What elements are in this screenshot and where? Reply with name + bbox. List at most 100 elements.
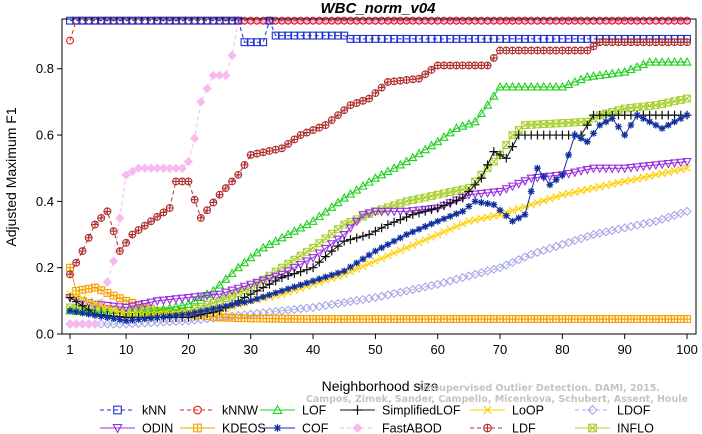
cof-point <box>91 311 99 319</box>
odin-point <box>408 207 418 216</box>
lof-point <box>258 242 268 252</box>
ldf-point <box>589 42 598 51</box>
simplifiedlof-point <box>439 201 449 210</box>
ldf-point <box>390 77 399 86</box>
ldf-point <box>471 61 480 70</box>
ldof-point <box>501 260 511 270</box>
odin-point <box>651 161 661 171</box>
knnw-point <box>514 16 523 25</box>
x-tick-label: 1 <box>66 342 73 357</box>
ldf-point <box>651 38 660 47</box>
ldf-point <box>209 198 218 207</box>
lof-point <box>563 79 574 89</box>
legend-label: KDEOS <box>222 422 266 434</box>
ldf-point <box>352 99 361 107</box>
cof-point <box>633 111 641 119</box>
knn-point <box>539 34 548 43</box>
loop-point <box>670 167 679 175</box>
knnw-point <box>396 16 405 25</box>
ldf-point <box>514 46 523 55</box>
knn-point <box>421 34 430 43</box>
lof-point <box>389 163 399 172</box>
odin-point <box>146 298 156 308</box>
knn-point <box>140 16 149 25</box>
lof-point <box>545 81 555 91</box>
lof-point <box>644 56 655 66</box>
legend-marker <box>113 405 122 415</box>
loop-point <box>589 184 598 192</box>
cof-point <box>315 275 323 283</box>
lof-point <box>576 74 586 84</box>
knn-point <box>552 34 561 43</box>
cof-point <box>477 199 485 206</box>
knnw-point <box>315 16 324 25</box>
knn-point <box>184 16 193 25</box>
knnw-point <box>390 16 399 25</box>
ldof-point <box>115 319 125 329</box>
odin-point <box>351 217 362 227</box>
knnw-point <box>658 16 667 25</box>
loop-point <box>91 299 99 307</box>
ldf-point <box>626 38 635 47</box>
legend: kNN kNNW LOF SimplifiedLOF LoOP LDOF ODIN KDEOS… <box>100 404 654 434</box>
cof-point <box>191 309 199 317</box>
loop-point <box>564 189 573 198</box>
legend-marker <box>483 423 492 433</box>
ldf-point <box>221 184 230 192</box>
x-tick-label: 30 <box>244 342 258 357</box>
cof-point <box>347 263 354 271</box>
y-axis: 0.0 0.2 0.4 0.6 0.8 <box>36 61 62 342</box>
legend-marker <box>273 424 282 432</box>
odin-point <box>632 163 642 173</box>
lof-point <box>264 239 275 249</box>
lof-point <box>295 222 306 232</box>
inflo-point <box>514 126 523 135</box>
ldf-point <box>265 147 274 155</box>
odin-point <box>595 164 605 174</box>
simplifiedlof-point <box>489 147 499 157</box>
ldf-point <box>66 270 74 279</box>
odin-point <box>507 182 518 192</box>
simplifiedlof-point <box>358 231 368 241</box>
knnw-point <box>277 16 286 25</box>
ldf-point <box>664 38 673 47</box>
knnw-point <box>545 16 554 25</box>
ldf-point <box>458 61 467 70</box>
knn-point <box>558 34 567 43</box>
ldf-point <box>327 116 336 124</box>
cof-point <box>290 283 298 291</box>
fastabod-point <box>152 163 162 173</box>
cof-point <box>259 293 267 301</box>
cof-point <box>322 273 329 281</box>
lof-point <box>314 211 325 221</box>
simplifiedlof-point <box>277 273 287 283</box>
odin-point <box>470 190 480 200</box>
loop-point <box>489 212 498 220</box>
cof-point <box>453 210 460 218</box>
knn-point <box>483 34 492 43</box>
knn-point <box>545 34 554 43</box>
lof-point <box>476 108 487 118</box>
ldf-point <box>302 128 311 137</box>
ldf-point <box>190 195 199 204</box>
knnw-point <box>321 16 330 25</box>
odin-point <box>526 174 536 184</box>
lof-point <box>158 304 169 314</box>
knnw-point <box>583 16 592 25</box>
kdeos-point <box>78 285 87 294</box>
knn-point <box>115 16 124 25</box>
simplifiedlof-point <box>271 276 281 286</box>
fastabod-point <box>146 163 156 173</box>
odin-point <box>327 240 337 249</box>
ldf-point <box>109 227 118 236</box>
fastabod-point <box>71 319 81 329</box>
legend-label: SimplifiedLOF <box>382 404 461 418</box>
odin-point <box>669 159 680 169</box>
ldf-point <box>153 212 162 221</box>
odin-point <box>283 267 293 277</box>
cof-point <box>222 302 230 310</box>
cof-point <box>203 306 211 314</box>
ldof-point <box>638 219 649 229</box>
legend-label: INFLO <box>617 422 654 434</box>
knn-point <box>377 34 386 43</box>
